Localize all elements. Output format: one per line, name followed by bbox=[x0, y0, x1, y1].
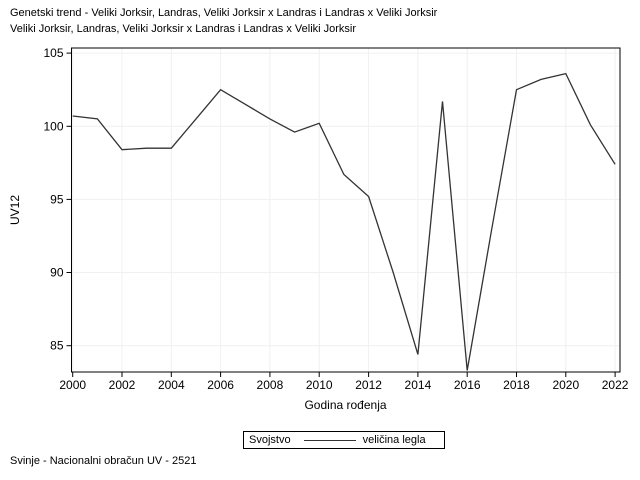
x-axis-label: Godina rođenja bbox=[304, 398, 387, 412]
y-tick-label: 105 bbox=[43, 46, 63, 60]
x-tick-label: 2020 bbox=[552, 378, 579, 392]
x-tick-label: 2016 bbox=[454, 378, 481, 392]
x-tick-label: 2006 bbox=[207, 378, 234, 392]
y-tick-label: 100 bbox=[43, 119, 63, 133]
legend-series-label: veličina legla bbox=[362, 434, 426, 446]
x-tick-label: 2000 bbox=[59, 378, 86, 392]
plot-frame bbox=[71, 47, 621, 373]
y-axis-label: UV12 bbox=[8, 194, 22, 226]
chart-subtitle: Veliki Jorksir, Landras, Veliki Jorksir … bbox=[10, 23, 357, 35]
legend-title: Svojstvo bbox=[249, 434, 291, 446]
chart-title: Genetski trend - Veliki Jorksir, Landras… bbox=[10, 7, 438, 19]
legend: Svojstvo veličina legla bbox=[243, 431, 445, 449]
x-tick-label: 2004 bbox=[158, 378, 185, 392]
x-tick-label: 2014 bbox=[405, 378, 432, 392]
x-tick-label: 2010 bbox=[306, 378, 333, 392]
gridlines bbox=[71, 48, 620, 372]
y-tick-label: 95 bbox=[50, 192, 64, 206]
x-tick-label: 2018 bbox=[503, 378, 530, 392]
y-tick-label: 85 bbox=[50, 339, 64, 353]
x-tick-label: 2002 bbox=[109, 378, 136, 392]
x-tick-label: 2022 bbox=[602, 378, 629, 392]
y-axis-label-container: UV12 bbox=[2, 48, 28, 372]
x-tick-label: 2008 bbox=[257, 378, 284, 392]
y-axis-ticks: 85 90 95 100 105 bbox=[43, 46, 72, 353]
x-axis-ticks: 2000 2002 2004 2006 2008 2010 2012 2014 2016 2018… bbox=[59, 372, 629, 392]
footnote: Svinje - Nacionalni obračun UV - 2521 bbox=[10, 455, 197, 467]
x-tick-label: 2012 bbox=[355, 378, 382, 392]
y-tick-label: 90 bbox=[50, 266, 64, 280]
series-line bbox=[72, 72, 616, 371]
legend-line-sample-icon bbox=[303, 439, 356, 441]
